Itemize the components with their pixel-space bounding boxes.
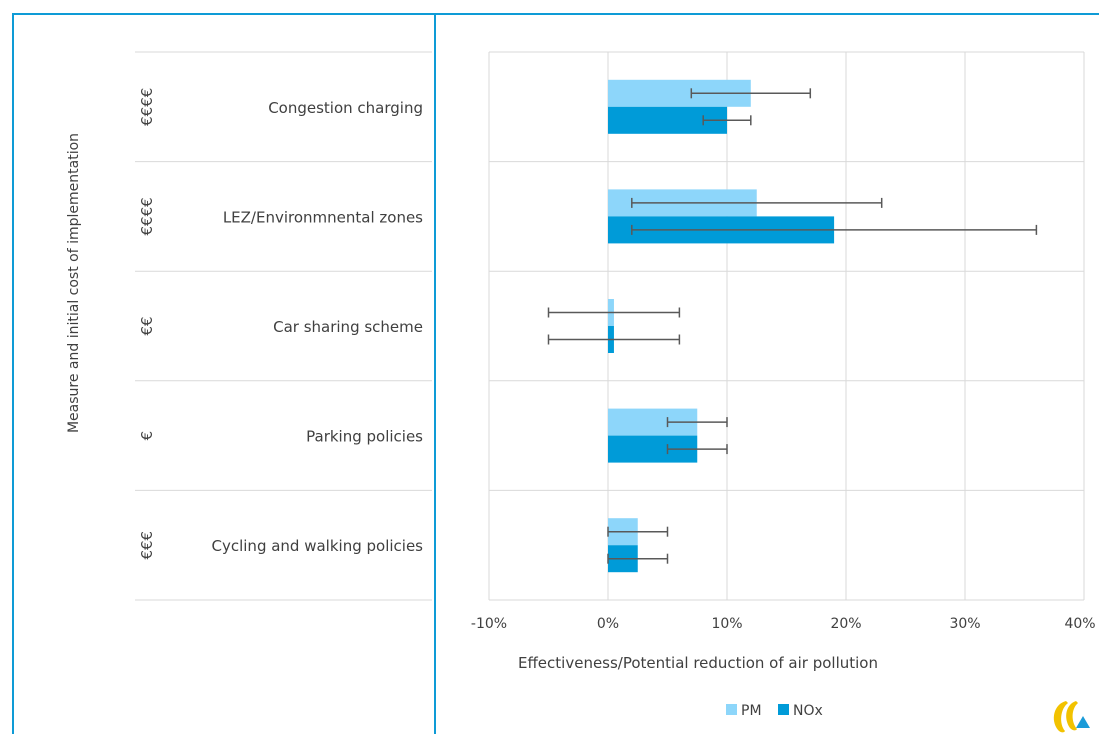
frame: [12, 13, 1099, 734]
x-tick-labels: -10% 0% 10% 20% 30% 40%: [471, 616, 1096, 632]
category-label: Parking policies: [306, 428, 423, 446]
cost-label: €€€€: [138, 88, 156, 126]
x-tick-label: 0%: [597, 616, 619, 632]
legend-label-pm: PM: [741, 703, 762, 719]
category-label: Cycling and walking policies: [212, 537, 424, 555]
legend-label-nox: NOx: [793, 703, 823, 719]
x-tick-label: 10%: [711, 616, 742, 632]
legend: PM NOx: [726, 703, 823, 719]
category-label: Car sharing scheme: [273, 318, 423, 336]
x-axis-title: Effectiveness/Potential reduction of air…: [518, 654, 878, 672]
logo-blue-mark: [1076, 716, 1090, 728]
legend-swatch-pm: [726, 704, 737, 715]
plot-area: [488, 51, 1085, 601]
cost-label: €€: [138, 316, 156, 335]
row-separators: [135, 51, 432, 601]
category-label: Congestion charging: [268, 99, 423, 117]
cost-labels: €€€€€€€€€€€€€€: [138, 88, 156, 560]
x-tick-label: 20%: [830, 616, 861, 632]
logo-yellow-mark: [1053, 701, 1068, 733]
x-tick-label: -10%: [471, 616, 507, 632]
eea-logo-icon: [1053, 701, 1090, 733]
x-tick-label: 30%: [949, 616, 980, 632]
error-bars: [547, 88, 1038, 564]
cost-label: €€€€: [138, 197, 156, 235]
bars: [608, 79, 835, 573]
category-label: LEZ/Environmnental zones: [223, 208, 423, 226]
legend-swatch-nox: [778, 704, 789, 715]
cost-label: €€€: [138, 531, 156, 560]
logo-yellow-mark-2: [1066, 701, 1078, 731]
x-tick-label: 40%: [1064, 616, 1095, 632]
y-axis-title: Measure and initial cost of implementati…: [66, 133, 82, 433]
cost-label: €: [138, 431, 156, 441]
category-labels: Congestion charging LEZ/Environmnental zo…: [212, 99, 424, 555]
gridlines: [488, 51, 1085, 601]
